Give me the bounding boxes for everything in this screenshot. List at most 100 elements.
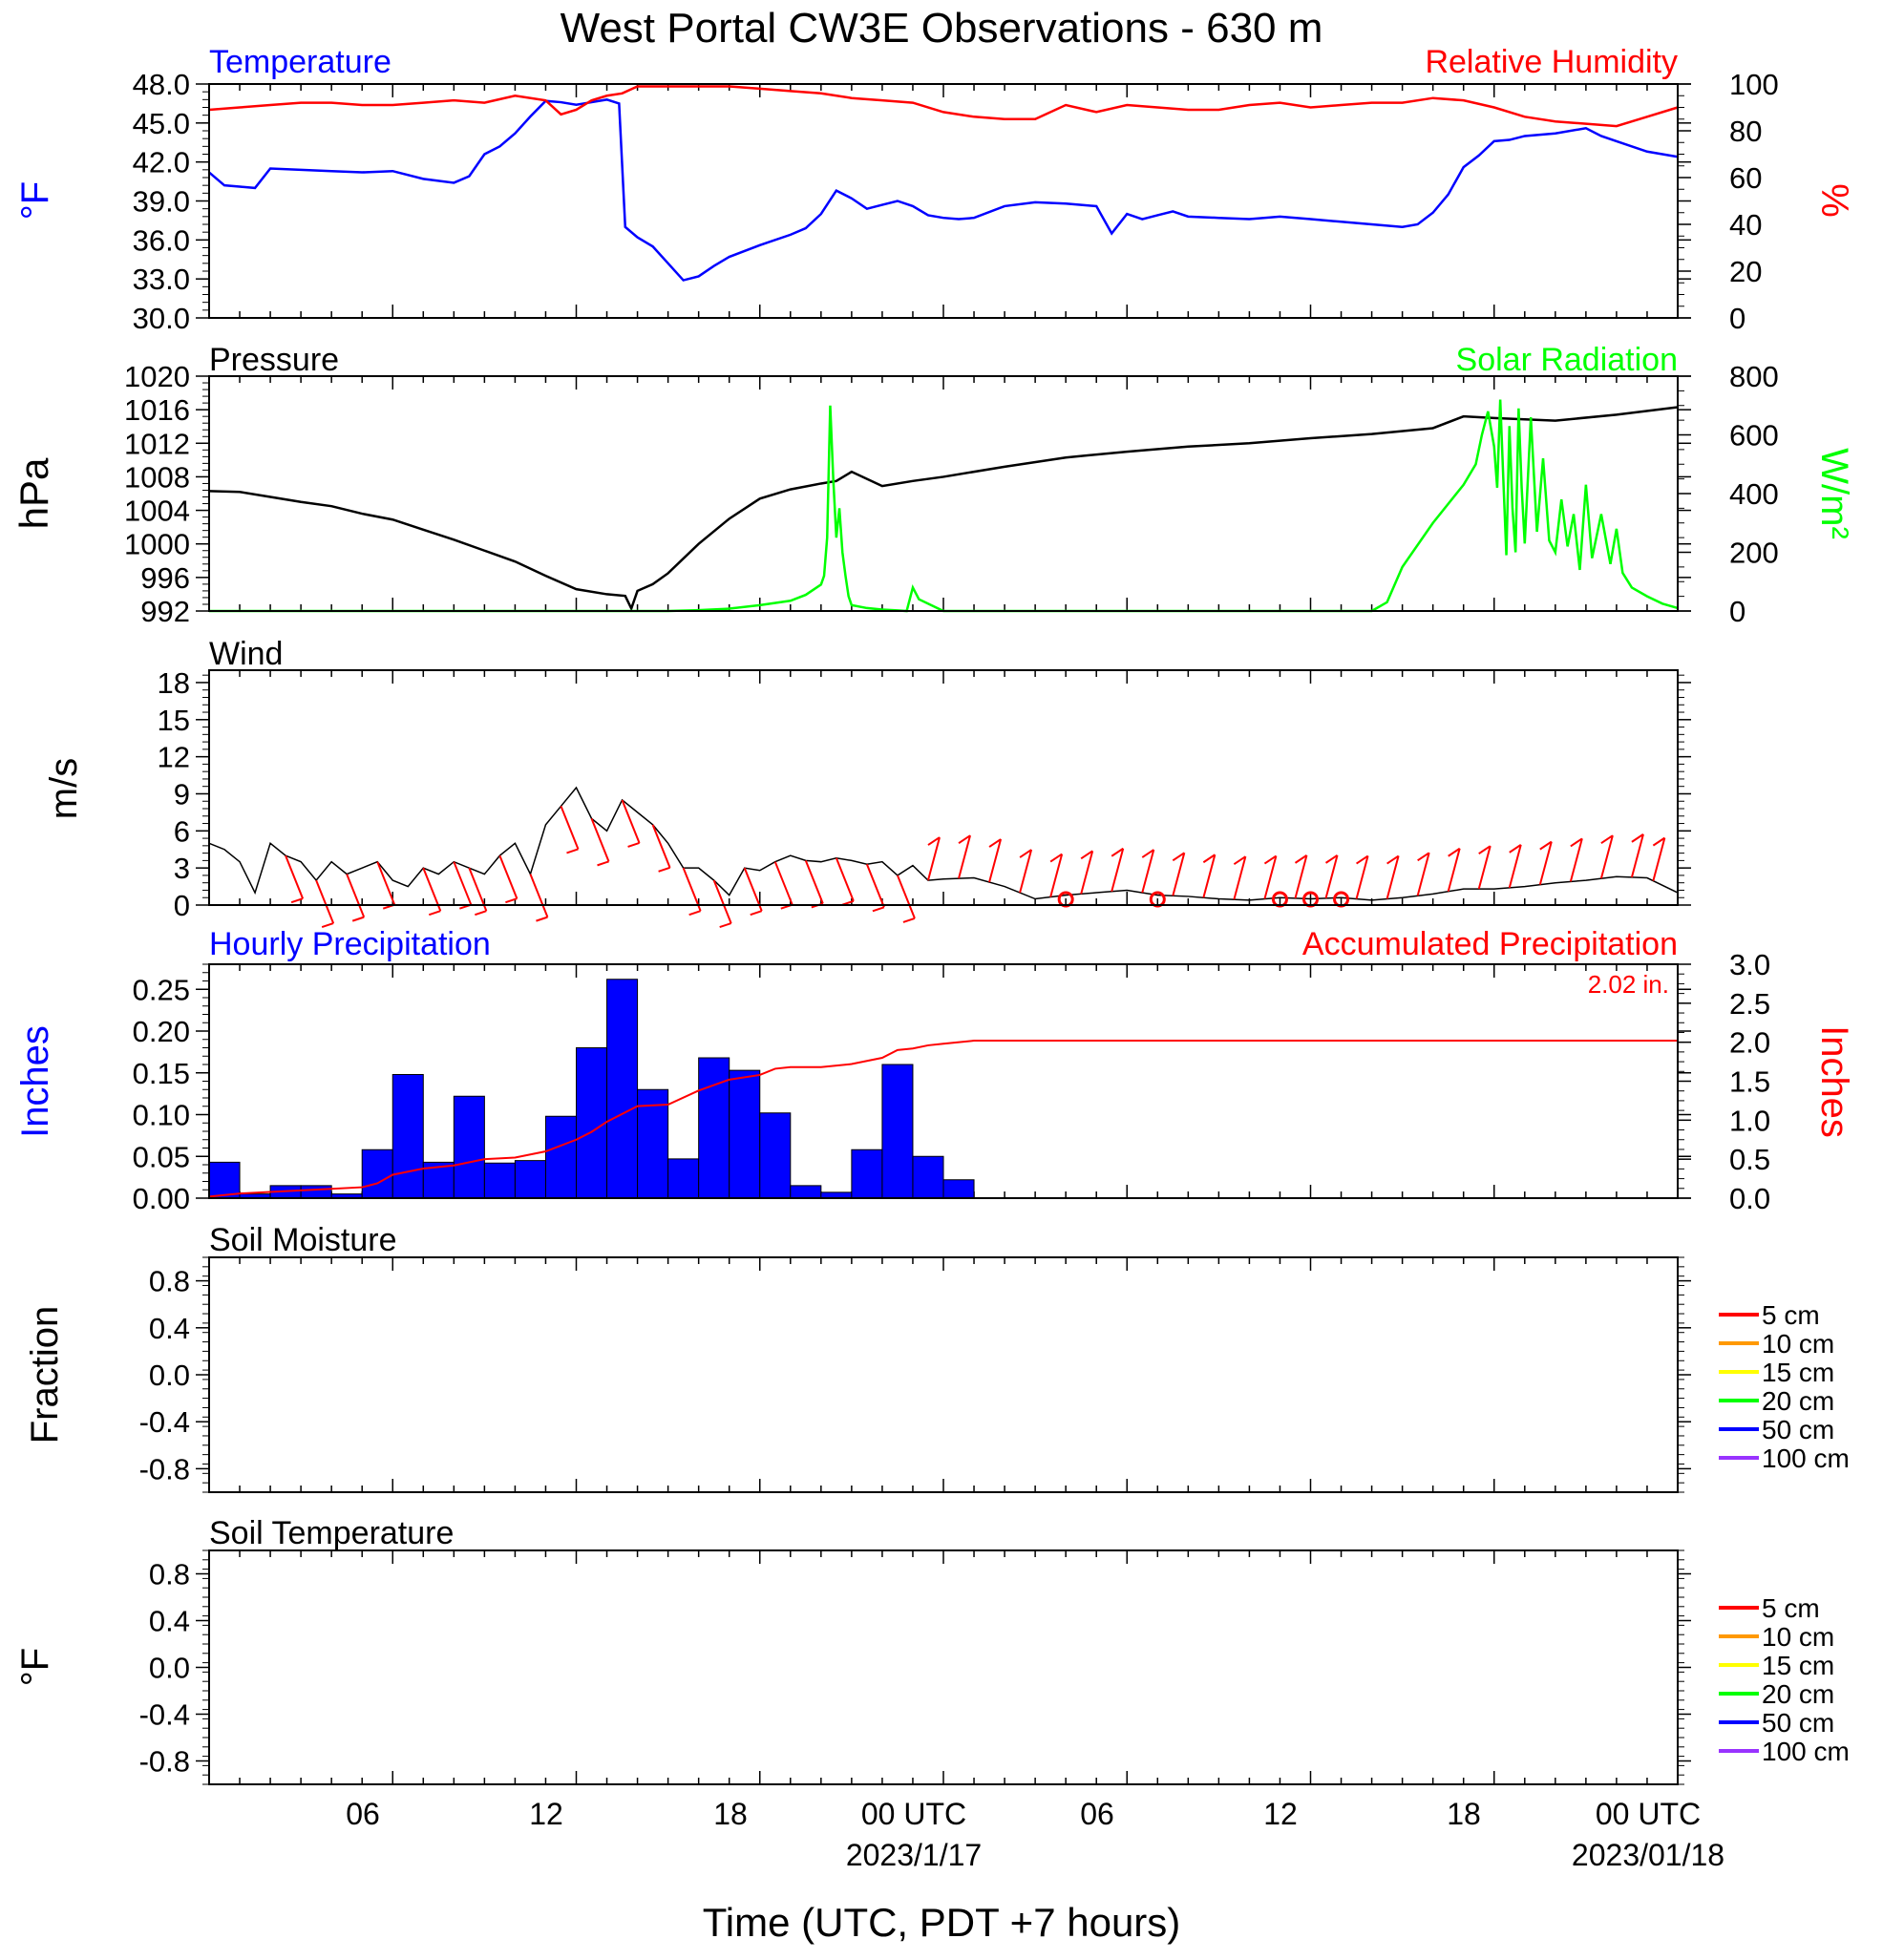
legend-label-4: 50 cm xyxy=(1762,1708,1834,1738)
wind-barb-9 xyxy=(560,806,580,850)
legend-label-5: 100 cm xyxy=(1762,1737,1850,1766)
x-date-label-1: 2023/01/18 xyxy=(1572,1838,1724,1872)
wind-barb-26 xyxy=(1080,851,1094,895)
wind-barb-32 xyxy=(1263,855,1278,899)
wind-barb-29 xyxy=(1172,853,1186,896)
y-tick-label-left: 0.0 xyxy=(149,1652,190,1685)
wind-barb-5 xyxy=(453,861,473,906)
wind-barb-28 xyxy=(1141,849,1155,894)
wind-barb-15 xyxy=(743,867,763,912)
y-tick-label-right: 2.0 xyxy=(1729,1026,1770,1060)
wind-barb-10 xyxy=(590,817,610,862)
wind-barb-37 xyxy=(1416,853,1430,896)
soil-moisture-unit: Fraction xyxy=(24,1306,66,1444)
wind-barb-20 xyxy=(897,875,916,919)
wind-barb-36 xyxy=(1386,855,1400,899)
wind-barb-flag-6 xyxy=(475,910,487,917)
wind-barb-1 xyxy=(315,879,335,924)
wind-barb-flag-28 xyxy=(1141,849,1154,858)
wind-barb-flag-40 xyxy=(1509,844,1522,854)
wind-barb-30 xyxy=(1202,854,1217,898)
wind-barb-21 xyxy=(927,836,941,881)
legend-label-3: 20 cm xyxy=(1762,1679,1834,1709)
precip-bar-19 xyxy=(790,1185,822,1199)
y-tick-label-left: 0.4 xyxy=(149,1605,190,1638)
soil-temperature-unit: °F xyxy=(14,1648,56,1686)
wind-barb-flag-8 xyxy=(536,916,548,922)
pressure-solar-frame xyxy=(208,375,1679,612)
y-tick-label-right: 3.0 xyxy=(1729,948,1770,981)
y-tick-label-right: 2.5 xyxy=(1729,987,1770,1021)
wind-barb-39 xyxy=(1477,845,1492,890)
wind-barb-22 xyxy=(958,834,971,879)
wind-barb-flag-21 xyxy=(927,836,941,846)
hourly-precip-title: Hourly Precipitation xyxy=(209,926,491,962)
wind-barb-flag-31 xyxy=(1233,855,1246,866)
wind-barb-44 xyxy=(1630,833,1644,878)
wind-barb-flag-9 xyxy=(566,848,579,854)
pressure-solar-panel: Pressure Solar Radiation hPa W/m² 102010… xyxy=(11,342,1855,628)
y-tick-label-right: 0 xyxy=(1729,302,1745,335)
y-tick-label-left: 0.8 xyxy=(149,1265,190,1298)
precip-bar-11 xyxy=(544,1115,577,1199)
pressure-line xyxy=(208,406,1679,612)
wind-barb-19 xyxy=(865,863,885,908)
chart-title: West Portal CW3E Observations - 630 m xyxy=(561,5,1323,52)
precip-bar-5 xyxy=(361,1149,393,1199)
y-tick-label-right: 600 xyxy=(1729,419,1779,453)
wind-unit: m/s xyxy=(43,758,85,819)
wind-barb-flag-32 xyxy=(1263,854,1277,865)
wind-barb-0 xyxy=(285,854,305,899)
y-tick-label-left: 3 xyxy=(174,852,190,885)
solar-unit: W/m² xyxy=(1813,448,1855,539)
wind-barb-17 xyxy=(804,860,824,904)
wind-barb-16 xyxy=(773,861,793,906)
wind-barb-35 xyxy=(1355,855,1369,899)
legend-label-3: 20 cm xyxy=(1762,1386,1834,1416)
legend-label-0: 5 cm xyxy=(1762,1593,1820,1623)
y-tick-label-left: 9 xyxy=(174,777,190,811)
wind-barb-flag-0 xyxy=(290,897,304,904)
y-tick-label-left: 1008 xyxy=(124,460,190,494)
y-tick-label-left: 0.00 xyxy=(133,1182,190,1215)
wind-barb-38 xyxy=(1447,848,1461,893)
wind-barb-flag-38 xyxy=(1448,847,1461,857)
wind-series xyxy=(208,786,1679,929)
y-tick-label-left: 1012 xyxy=(124,427,190,460)
wind-barb-23 xyxy=(988,838,1003,883)
soil-moisture-frame xyxy=(208,1256,1679,1493)
x-tick-label-4: 06 xyxy=(1080,1797,1114,1831)
precip-bar-18 xyxy=(759,1112,792,1199)
wind-barb-33 xyxy=(1294,854,1308,899)
y-tick-label-left: 42.0 xyxy=(133,146,190,179)
wind-barb-6 xyxy=(468,867,488,912)
wind-barb-34 xyxy=(1324,854,1339,899)
y-tick-label-right: 0.0 xyxy=(1729,1182,1770,1215)
y-tick-label-right: 400 xyxy=(1729,477,1779,511)
x-date-label-0: 2023/1/17 xyxy=(846,1838,982,1872)
x-tick-label-7: 00 UTC xyxy=(1596,1797,1701,1831)
pressure-title: Pressure xyxy=(209,342,339,378)
wind-barb-flag-44 xyxy=(1631,833,1644,843)
wind-barb-41 xyxy=(1538,841,1553,885)
humidity-title: Relative Humidity xyxy=(1425,44,1678,80)
precip-bar-12 xyxy=(576,1047,608,1199)
temperature-title: Temperature xyxy=(209,44,391,80)
wind-barb-flag-34 xyxy=(1324,854,1339,864)
wind-barb-flag-20 xyxy=(902,917,916,923)
wind-barb-flag-10 xyxy=(597,860,609,867)
soil-temperature-axes: 0.8 0.4 0.0 -0.4 -0.8 xyxy=(139,1549,1691,1785)
y-tick-label-left: 992 xyxy=(140,595,190,628)
wind-barb-25 xyxy=(1049,854,1064,897)
wind-barb-flag-14 xyxy=(719,922,732,929)
y-tick-label-right: 1.0 xyxy=(1729,1104,1770,1137)
wind-barb-flag-23 xyxy=(988,838,1002,848)
y-tick-label-left: 0.05 xyxy=(133,1140,190,1173)
y-tick-label-left: -0.8 xyxy=(139,1745,190,1779)
wind-barb-11 xyxy=(621,799,641,844)
legend-label-0: 5 cm xyxy=(1762,1300,1820,1330)
soil-temperature-frame xyxy=(208,1549,1679,1785)
wind-barb-3 xyxy=(376,861,396,906)
